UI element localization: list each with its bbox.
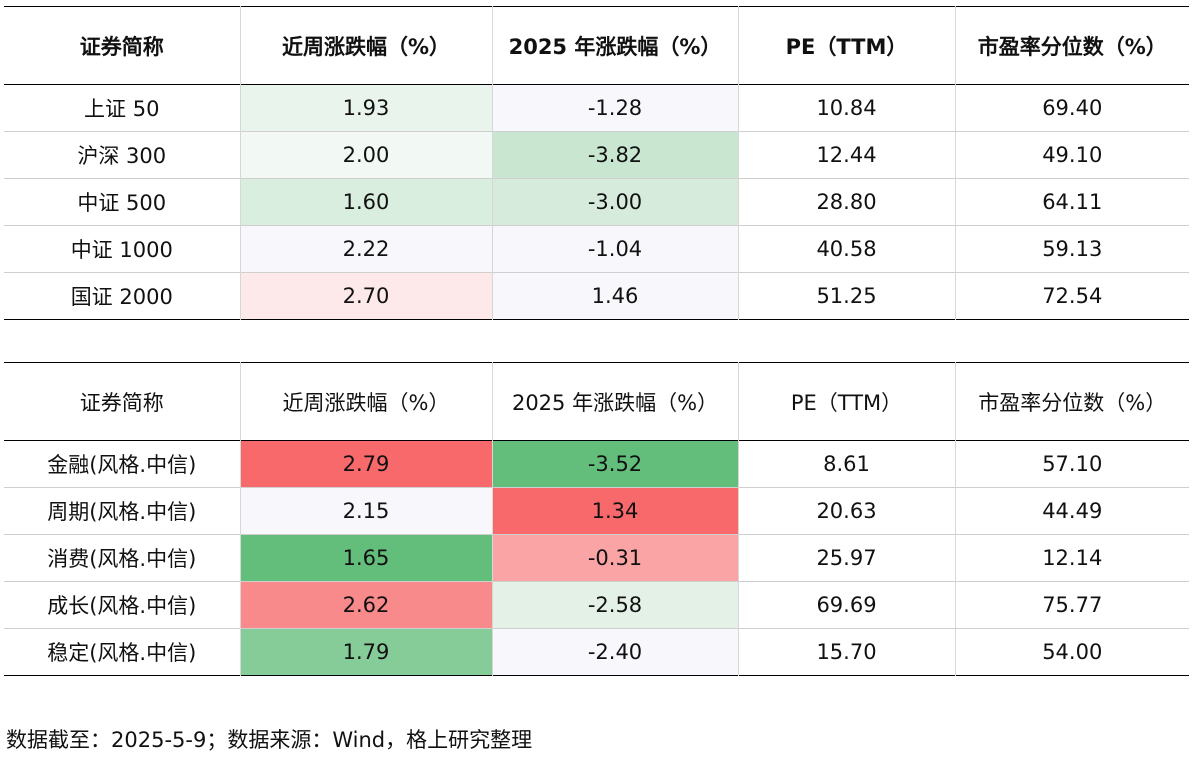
cell-security-name: 金融(风格.中信) — [4, 440, 241, 488]
cell-security-name: 周期(风格.中信) — [4, 487, 241, 535]
header-security-name: 证券简称 — [4, 362, 241, 441]
cell-ytd-change: -2.40 — [491, 628, 739, 676]
cell-pe-percentile: 12.14 — [954, 534, 1189, 582]
cell-pe-percentile: 75.77 — [954, 581, 1189, 629]
cell-pe-ttm: 40.58 — [737, 225, 956, 273]
cell-pe-percentile: 49.10 — [954, 131, 1189, 179]
cell-security-name: 沪深 300 — [4, 131, 241, 179]
index-valuation-table: 证券简称 近周涨跌幅（%） 2025 年涨跌幅（%） PE（TTM） 市盈率分位… — [4, 6, 1189, 320]
cell-security-name: 中证 1000 — [4, 225, 241, 273]
cell-ytd-change: -0.31 — [491, 534, 739, 582]
cell-pe-ttm: 25.97 — [737, 534, 956, 582]
cell-weekly-change: 2.70 — [239, 272, 493, 320]
cell-security-name: 消费(风格.中信) — [4, 534, 241, 582]
table-row: 成长(风格.中信) 2.62 -2.58 69.69 75.77 — [4, 581, 1189, 629]
cell-security-name: 国证 2000 — [4, 272, 241, 320]
cell-security-name: 上证 50 — [4, 84, 241, 132]
cell-pe-percentile: 59.13 — [954, 225, 1189, 273]
header-pe-percentile: 市盈率分位数（%） — [954, 362, 1189, 441]
header-security-name: 证券简称 — [4, 6, 241, 85]
cell-pe-ttm: 28.80 — [737, 178, 956, 226]
cell-pe-percentile: 69.40 — [954, 84, 1189, 132]
cell-pe-percentile: 64.11 — [954, 178, 1189, 226]
cell-weekly-change: 2.00 — [239, 131, 493, 179]
cell-weekly-change: 1.60 — [239, 178, 493, 226]
cell-pe-ttm: 12.44 — [737, 131, 956, 179]
table-row: 上证 50 1.93 -1.28 10.84 69.40 — [4, 84, 1189, 132]
cell-weekly-change: 1.65 — [239, 534, 493, 582]
header-pe-ttm: PE（TTM） — [737, 6, 956, 85]
cell-weekly-change: 2.22 — [239, 225, 493, 273]
header-weekly-change: 近周涨跌幅（%） — [239, 6, 493, 85]
cell-pe-percentile: 57.10 — [954, 440, 1189, 488]
header-pe-ttm: PE（TTM） — [737, 362, 956, 441]
cell-weekly-change: 1.79 — [239, 628, 493, 676]
cell-pe-percentile: 44.49 — [954, 487, 1189, 535]
header-pe-percentile: 市盈率分位数（%） — [954, 6, 1189, 85]
source-footnote: 数据截至：2025-5-9；数据来源：Wind，格上研究整理 — [6, 728, 533, 752]
cell-ytd-change: -2.58 — [491, 581, 739, 629]
table-row: 消费(风格.中信) 1.65 -0.31 25.97 12.14 — [4, 534, 1189, 582]
cell-ytd-change: -3.82 — [491, 131, 739, 179]
table-row: 国证 2000 2.70 1.46 51.25 72.54 — [4, 272, 1189, 320]
cell-ytd-change: -3.52 — [491, 440, 739, 488]
cell-weekly-change: 1.93 — [239, 84, 493, 132]
cell-ytd-change: -1.04 — [491, 225, 739, 273]
cell-ytd-change: -3.00 — [491, 178, 739, 226]
header-ytd-change: 2025 年涨跌幅（%） — [491, 6, 739, 85]
cell-pe-percentile: 72.54 — [954, 272, 1189, 320]
table-header-row: 证券简称 近周涨跌幅（%） 2025 年涨跌幅（%） PE（TTM） 市盈率分位… — [4, 362, 1189, 441]
table-row: 金融(风格.中信) 2.79 -3.52 8.61 57.10 — [4, 440, 1189, 488]
cell-pe-ttm: 10.84 — [737, 84, 956, 132]
table-row: 稳定(风格.中信) 1.79 -2.40 15.70 54.00 — [4, 628, 1189, 676]
cell-weekly-change: 2.15 — [239, 487, 493, 535]
cell-ytd-change: 1.46 — [491, 272, 739, 320]
cell-security-name: 成长(风格.中信) — [4, 581, 241, 629]
cell-security-name: 稳定(风格.中信) — [4, 628, 241, 676]
cell-pe-ttm: 69.69 — [737, 581, 956, 629]
cell-security-name: 中证 500 — [4, 178, 241, 226]
cell-pe-ttm: 51.25 — [737, 272, 956, 320]
cell-weekly-change: 2.79 — [239, 440, 493, 488]
header-weekly-change: 近周涨跌幅（%） — [239, 362, 493, 441]
cell-ytd-change: 1.34 — [491, 487, 739, 535]
table-row: 中证 500 1.60 -3.00 28.80 64.11 — [4, 178, 1189, 226]
cell-pe-ttm: 8.61 — [737, 440, 956, 488]
table-header-row: 证券简称 近周涨跌幅（%） 2025 年涨跌幅（%） PE（TTM） 市盈率分位… — [4, 6, 1189, 85]
cell-pe-ttm: 20.63 — [737, 487, 956, 535]
table-row: 沪深 300 2.00 -3.82 12.44 49.10 — [4, 131, 1189, 179]
table-row: 中证 1000 2.22 -1.04 40.58 59.13 — [4, 225, 1189, 273]
table-row: 周期(风格.中信) 2.15 1.34 20.63 44.49 — [4, 487, 1189, 535]
cell-pe-ttm: 15.70 — [737, 628, 956, 676]
cell-pe-percentile: 54.00 — [954, 628, 1189, 676]
cell-ytd-change: -1.28 — [491, 84, 739, 132]
cell-weekly-change: 2.62 — [239, 581, 493, 629]
style-valuation-table: 证券简称 近周涨跌幅（%） 2025 年涨跌幅（%） PE（TTM） 市盈率分位… — [4, 362, 1189, 676]
header-ytd-change: 2025 年涨跌幅（%） — [491, 362, 739, 441]
